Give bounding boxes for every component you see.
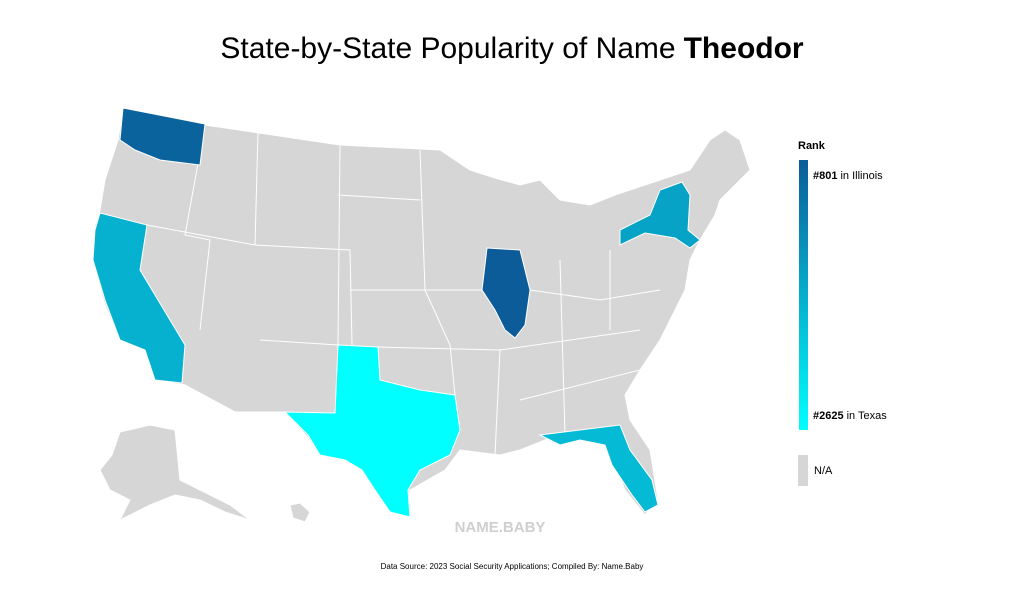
contiguous-us	[94, 107, 751, 516]
border	[184, 124, 211, 331]
highlighted-states	[92, 107, 701, 518]
title-name: Theodor	[684, 32, 804, 65]
legend-bottom-label: #2625 in Texas	[813, 410, 887, 422]
legend-title: Rank	[798, 140, 826, 152]
border	[559, 259, 566, 436]
border	[419, 149, 456, 396]
border	[337, 194, 421, 201]
legend-na-label: N/A	[814, 465, 833, 477]
border	[254, 131, 353, 346]
border	[494, 349, 501, 456]
state-shape	[481, 247, 531, 339]
state-shape	[119, 107, 206, 166]
chart-title: State-by-State Popularity of Name Theodor	[220, 32, 804, 65]
legend-na-swatch	[798, 455, 808, 486]
legend-top-state: in Illinois	[840, 170, 883, 182]
legend-bottom-state: in Texas	[847, 410, 888, 422]
legend-top-rank: #801	[813, 170, 837, 182]
state-shape	[619, 181, 701, 249]
source-note: Data Source: 2023 Social Security Applic…	[381, 562, 644, 571]
hawaii	[289, 502, 311, 523]
title-text: State-by-State Popularity of Name	[220, 32, 675, 65]
border	[529, 289, 661, 301]
alaska	[99, 424, 251, 522]
legend-gradient	[799, 160, 808, 430]
us-base-map	[94, 107, 751, 523]
watermark: NAME.BABY	[455, 519, 546, 536]
border	[146, 224, 256, 246]
state-shape	[92, 212, 186, 384]
legend-top-label: #801 in Illinois	[813, 170, 883, 182]
legend-bottom-rank: #2625	[813, 410, 844, 422]
border	[519, 369, 641, 401]
state-shape	[283, 344, 461, 518]
state-shape	[538, 424, 659, 513]
